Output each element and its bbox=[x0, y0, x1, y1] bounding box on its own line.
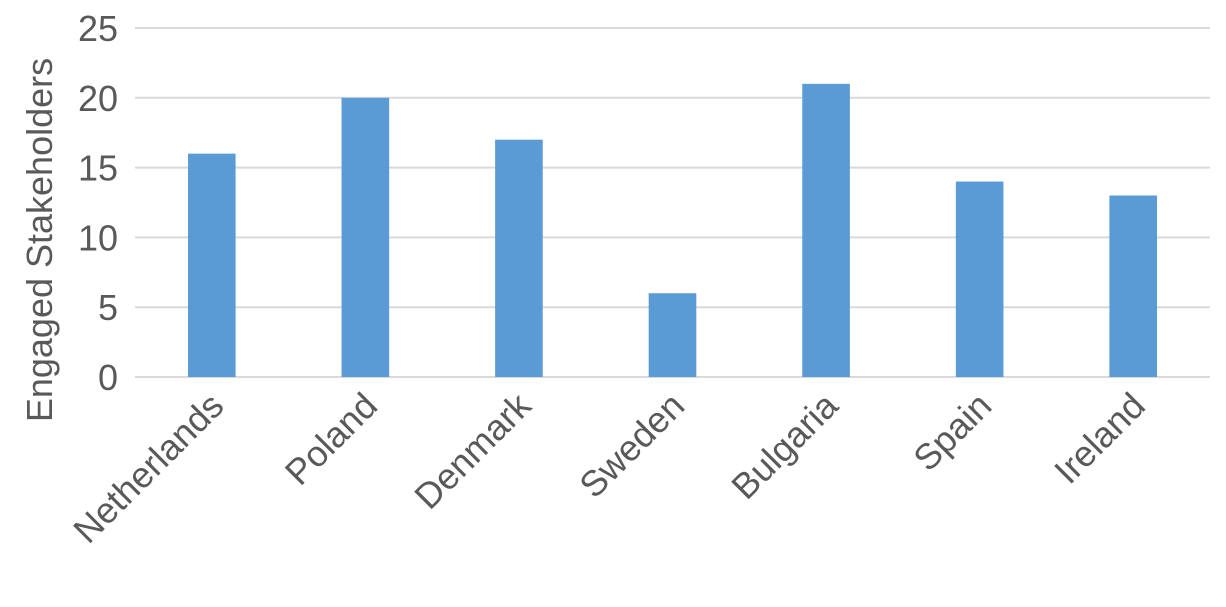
x-tick-label: Bulgaria bbox=[723, 384, 846, 507]
y-tick-label: 10 bbox=[78, 217, 118, 258]
x-tick-label: Sweden bbox=[571, 385, 692, 506]
bar-spain bbox=[955, 181, 1004, 377]
gridlines bbox=[135, 27, 1210, 378]
x-tick-label: Netherlands bbox=[65, 385, 231, 551]
y-axis-title: Engaged Stakeholders bbox=[19, 58, 60, 422]
bar-poland bbox=[341, 97, 390, 378]
y-tick-label: 5 bbox=[98, 287, 118, 328]
x-tick-label: Spain bbox=[905, 385, 999, 479]
bar-denmark bbox=[495, 139, 543, 377]
y-tick-label: 20 bbox=[78, 78, 118, 119]
x-tick-label: Poland bbox=[277, 385, 385, 493]
bar-netherlands bbox=[187, 153, 236, 377]
bar-sweden bbox=[648, 293, 697, 377]
bar-ireland bbox=[1109, 195, 1158, 377]
y-axis-tick-labels: 0 5 10 15 20 25 bbox=[78, 8, 118, 398]
x-tick-label: Ireland bbox=[1046, 385, 1153, 492]
bar-bulgaria bbox=[802, 83, 850, 377]
x-tick-label: Denmark bbox=[406, 384, 539, 517]
x-axis-tick-labels: Netherlands Poland Denmark Sweden Bulgaria Sp… bbox=[65, 384, 1153, 551]
y-tick-label: 0 bbox=[98, 357, 118, 398]
y-tick-label: 25 bbox=[78, 8, 118, 49]
y-tick-label: 15 bbox=[78, 148, 118, 189]
bars bbox=[187, 83, 1158, 378]
